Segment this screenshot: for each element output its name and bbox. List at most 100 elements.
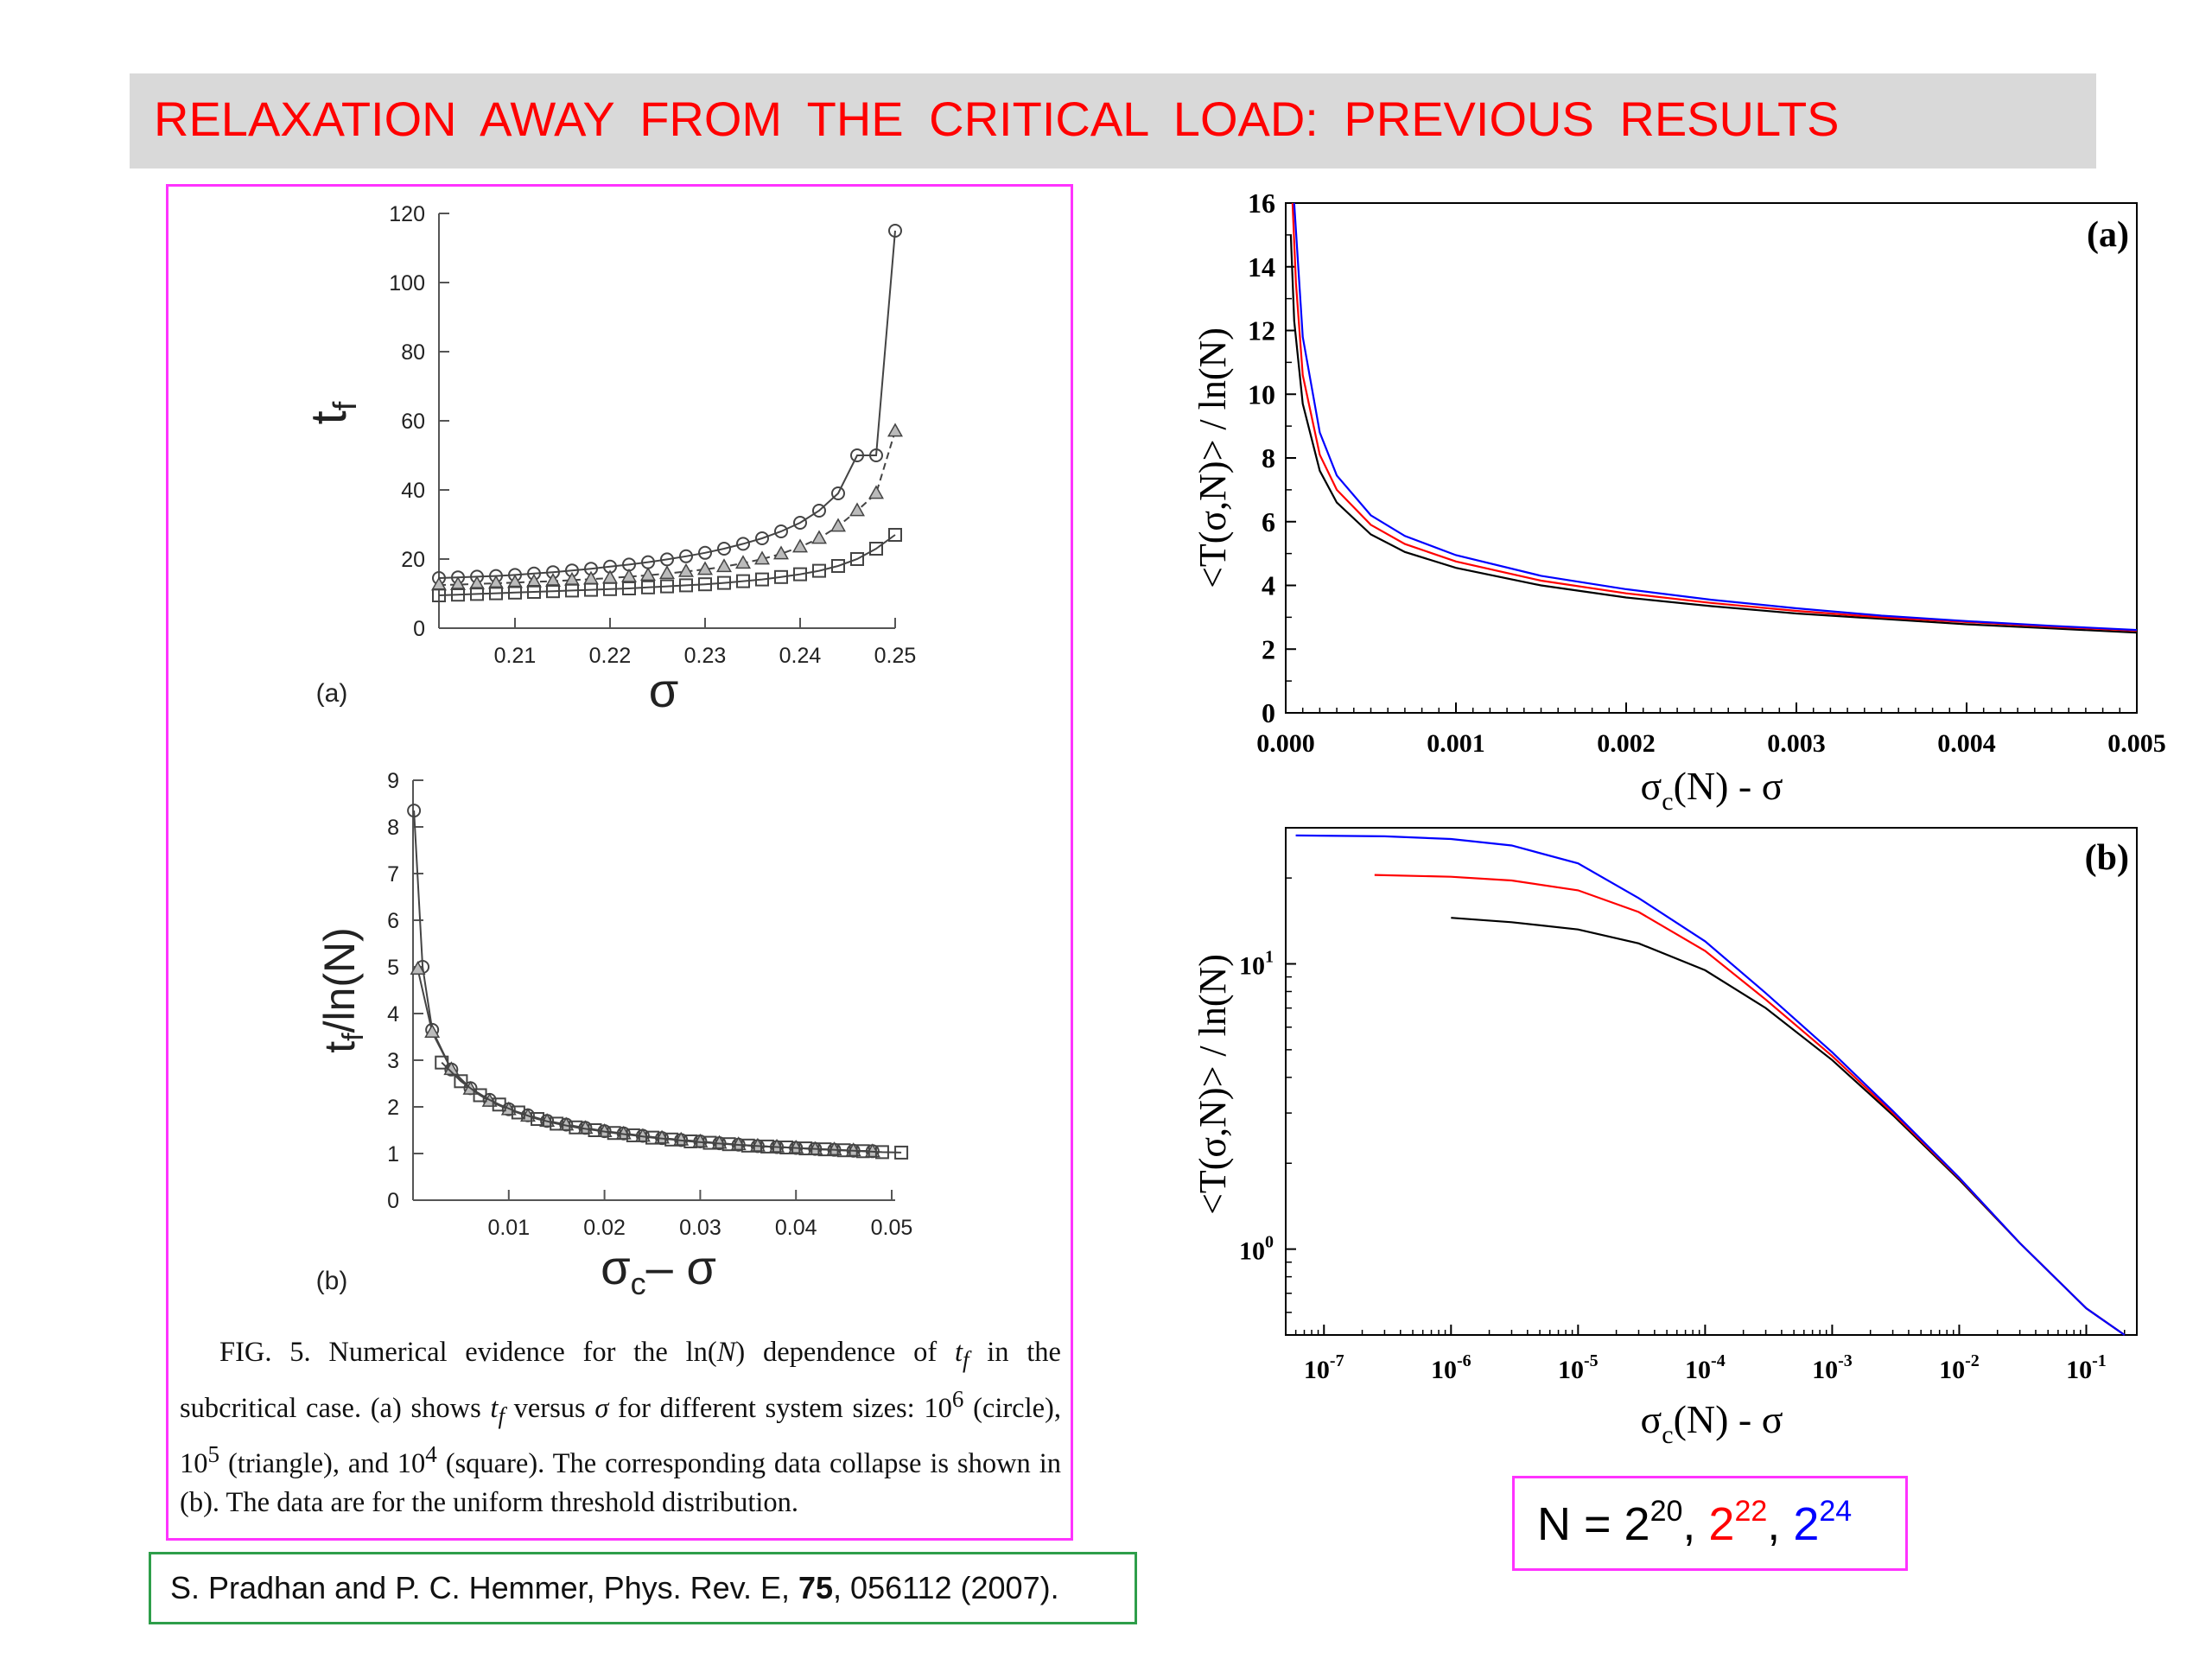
data-point-triangle xyxy=(830,518,846,532)
data-point-triangle xyxy=(849,502,865,517)
y-tick-label: 120 xyxy=(389,202,425,226)
data-point-square xyxy=(527,585,541,599)
legend-n22: 222 xyxy=(1708,1495,1768,1550)
data-point-triangle xyxy=(754,550,770,565)
data-point-triangle xyxy=(583,570,599,585)
chart-T-loglog: 10-7 10-6 10-5 10-4 10-3 10-2 10-1 100 101 (b) <… xyxy=(1192,827,2138,1449)
data-point-triangle xyxy=(887,423,903,437)
x-tick-label: 0.21 xyxy=(494,644,537,668)
data-point-triangle xyxy=(697,561,713,575)
series-line-square xyxy=(438,534,896,596)
data-point-square xyxy=(817,1142,832,1157)
x-tick-label: 10-1 xyxy=(2066,1351,2107,1384)
plot-frame xyxy=(1285,202,2138,714)
data-point-square xyxy=(565,583,579,598)
panel-label-b: (b) xyxy=(2085,838,2129,878)
x-tick-label: 0.02 xyxy=(583,1216,626,1240)
data-point-triangle xyxy=(469,575,485,590)
series-line-000000 xyxy=(1451,917,2126,1336)
data-point-circle xyxy=(793,516,807,530)
data-point-circle xyxy=(679,549,693,563)
y-tick-label: 1 xyxy=(387,1142,399,1166)
x-axis-label: σ xyxy=(649,663,679,717)
data-point-square xyxy=(736,574,750,588)
data-point-triangle xyxy=(735,555,751,569)
data-point-triangle xyxy=(792,538,808,553)
y-tick-label: 10 xyxy=(1248,378,1275,410)
data-point-square xyxy=(774,569,788,584)
y-tick-label: 6 xyxy=(387,909,399,933)
x-tick-label: 10-6 xyxy=(1431,1351,1471,1384)
legend-n24: 224 xyxy=(1793,1495,1853,1550)
y-tick-label: 9 xyxy=(387,769,399,793)
data-point-square xyxy=(607,1126,621,1141)
chart-T-linear: 0 2 4 6 8 10 12 14 16 0.000 0.001 0.002 0.003 0.004 0.… xyxy=(1192,188,2166,816)
y-axis-label: <T(σ,N)> / ln(N) xyxy=(1192,954,1234,1215)
x-tick-label: 0.000 xyxy=(1256,729,1315,758)
y-tick-label: 12 xyxy=(1248,315,1275,346)
data-point-square xyxy=(664,1132,679,1147)
x-axis-label: σc(N) - σ xyxy=(1640,1397,1783,1449)
x-tick-label: 0.001 xyxy=(1427,729,1485,758)
data-point-square xyxy=(432,588,446,602)
data-point-square xyxy=(435,1055,449,1070)
data-point-circle xyxy=(812,504,826,518)
data-point-circle xyxy=(755,531,769,545)
data-point-triangle xyxy=(410,961,426,976)
data-point-square xyxy=(755,572,769,587)
y-tick-label: 0 xyxy=(413,617,425,641)
data-point-square xyxy=(721,1137,736,1152)
data-point-triangle xyxy=(868,485,884,499)
y-tick-label: 60 xyxy=(401,410,425,434)
data-point-square xyxy=(831,559,845,573)
data-point-triangle xyxy=(773,545,789,560)
data-point-square xyxy=(836,1143,851,1158)
data-point-square xyxy=(508,585,522,600)
data-point-circle xyxy=(869,448,883,462)
system-size-legend: N = 220, 222, 224 xyxy=(1512,1476,1908,1571)
data-point-square xyxy=(888,528,902,542)
data-point-square xyxy=(531,1112,545,1127)
y-tick-label: 5 xyxy=(387,956,399,980)
data-point-circle xyxy=(888,224,902,238)
data-point-square xyxy=(683,1134,698,1148)
data-point-square xyxy=(489,586,503,601)
data-point-square xyxy=(702,1135,717,1150)
x-tick-label: 0.22 xyxy=(589,644,632,668)
y-axis-label: tf xyxy=(301,401,364,424)
x-tick-label: 0.01 xyxy=(487,1216,530,1240)
x-tick-label: 10-4 xyxy=(1685,1351,1726,1384)
y-tick-label: 14 xyxy=(1248,251,1275,283)
y-tick-label: 40 xyxy=(401,479,425,503)
x-tick-label: 0.005 xyxy=(2107,729,2166,758)
data-point-square xyxy=(874,1145,889,1160)
data-point-square xyxy=(546,584,560,599)
data-point-circle xyxy=(850,448,864,462)
x-tick-label: 0.004 xyxy=(1937,729,1996,758)
data-point-circle xyxy=(774,524,788,538)
series-line-0000ff xyxy=(1295,834,2126,1336)
data-point-square xyxy=(869,542,883,556)
series-line-triangle xyxy=(438,430,896,586)
y-tick-label: 0 xyxy=(387,1189,399,1213)
y-tick-label: 2 xyxy=(387,1096,399,1120)
y-tick-label: 100 xyxy=(389,271,425,296)
data-point-square xyxy=(451,588,465,602)
data-point-square xyxy=(511,1105,525,1120)
data-point-square xyxy=(812,563,826,578)
data-point-circle xyxy=(717,542,731,556)
series-line-circle xyxy=(438,230,896,579)
x-tick-label: 0.23 xyxy=(684,644,727,668)
panel-label-b: (b) xyxy=(316,1267,348,1295)
data-point-triangle xyxy=(424,1024,441,1038)
data-point-square xyxy=(793,567,807,582)
x-axis-label: σc(N) - σ xyxy=(1640,764,1783,816)
data-point-square xyxy=(894,1145,909,1160)
y-tick-label: 3 xyxy=(387,1049,399,1073)
data-point-circle xyxy=(407,804,422,818)
data-point-square xyxy=(660,579,674,594)
data-point-circle xyxy=(698,545,712,560)
data-point-triangle xyxy=(431,576,447,591)
